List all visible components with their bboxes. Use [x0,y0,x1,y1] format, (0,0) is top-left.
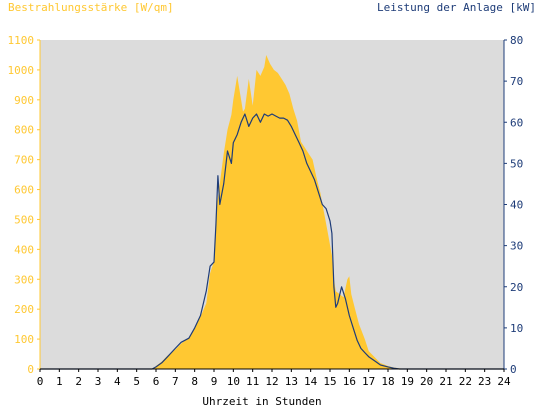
x-tick-label: 18 [381,375,394,388]
ticks-layer: 0100200300400500600700800900100011000102… [8,34,524,388]
x-tick-label: 7 [172,375,179,388]
y-right-tick-label: 0 [510,363,517,376]
y-right-tick-label: 40 [510,199,523,212]
y-left-tick-label: 0 [27,363,34,376]
series-irradiance-area [40,55,504,369]
x-tick-label: 5 [133,375,140,388]
y-left-tick-label: 1000 [8,64,35,77]
x-tick-label: 15 [323,375,336,388]
y-left-tick-label: 800 [14,124,34,137]
x-tick-label: 6 [153,375,160,388]
x-tick-label: 22 [459,375,472,388]
y-left-tick-label: 500 [14,213,34,226]
series-layer [40,55,504,370]
y-right-tick-label: 60 [510,116,523,129]
x-tick-label: 4 [114,375,121,388]
y-right-tick-label: 10 [510,322,523,335]
x-tick-label: 3 [95,375,102,388]
x-tick-label: 20 [420,375,433,388]
y-left-tick-label: 300 [14,273,34,286]
y-left-tick-label: 900 [14,94,34,107]
y-left-tick-label: 400 [14,243,34,256]
x-tick-label: 23 [478,375,491,388]
y-left-tick-label: 1100 [8,34,35,47]
x-tick-label: 12 [265,375,278,388]
y-left-tick-label: 200 [14,303,34,316]
x-tick-label: 10 [227,375,240,388]
x-tick-label: 0 [37,375,44,388]
x-tick-label: 14 [304,375,318,388]
y-left-tick-label: 700 [14,154,34,167]
series-power-line [40,113,504,370]
y-right-tick-label: 80 [510,34,523,47]
x-tick-label: 9 [211,375,218,388]
x-tick-label: 2 [75,375,82,388]
y-left-tick-label: 100 [14,333,34,346]
x-tick-label: 19 [401,375,414,388]
x-tick-label: 16 [343,375,356,388]
left-axis-title: Bestrahlungsstärke [W/qm] [8,1,174,14]
y-right-tick-label: 20 [510,281,523,294]
y-right-tick-label: 30 [510,240,523,253]
x-tick-label: 11 [246,375,259,388]
x-tick-label: 24 [497,375,511,388]
x-tick-label: 13 [285,375,298,388]
x-tick-label: 17 [362,375,375,388]
right-axis-title: Leistung der Anlage [kW] [377,1,536,14]
y-left-tick-label: 600 [14,184,34,197]
x-tick-label: 21 [439,375,452,388]
x-tick-label: 1 [56,375,63,388]
x-axis-label: Uhrzeit in Stunden [202,395,321,408]
x-tick-label: 8 [191,375,198,388]
y-right-tick-label: 50 [510,157,523,170]
y-right-tick-label: 70 [510,75,523,88]
